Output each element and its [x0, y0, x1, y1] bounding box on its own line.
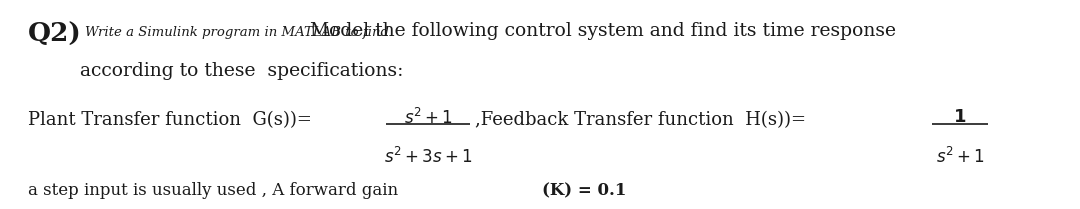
Text: $\mathbf{1}$: $\mathbf{1}$ [954, 108, 967, 126]
Text: Write a Simulink program in MATLAB to find: Write a Simulink program in MATLAB to fi… [85, 26, 389, 39]
Text: (K) = 0.1: (K) = 0.1 [542, 182, 626, 199]
Text: according to these  specifications:: according to these specifications: [80, 62, 403, 80]
Text: $s^2+3s+1$: $s^2+3s+1$ [383, 147, 472, 167]
Text: Q2): Q2) [28, 22, 82, 47]
Text: Model the following control system and find its time response: Model the following control system and f… [310, 22, 896, 40]
Text: $s^2+1$: $s^2+1$ [935, 147, 985, 167]
Text: $s^2+1$: $s^2+1$ [404, 108, 453, 128]
Text: a step input is usually used , A forward gain: a step input is usually used , A forward… [28, 182, 403, 199]
Text: ,Feedback Transfer function  H(s))=: ,Feedback Transfer function H(s))= [475, 111, 806, 129]
Text: Plant Transfer function  G(s))=: Plant Transfer function G(s))= [28, 111, 312, 129]
